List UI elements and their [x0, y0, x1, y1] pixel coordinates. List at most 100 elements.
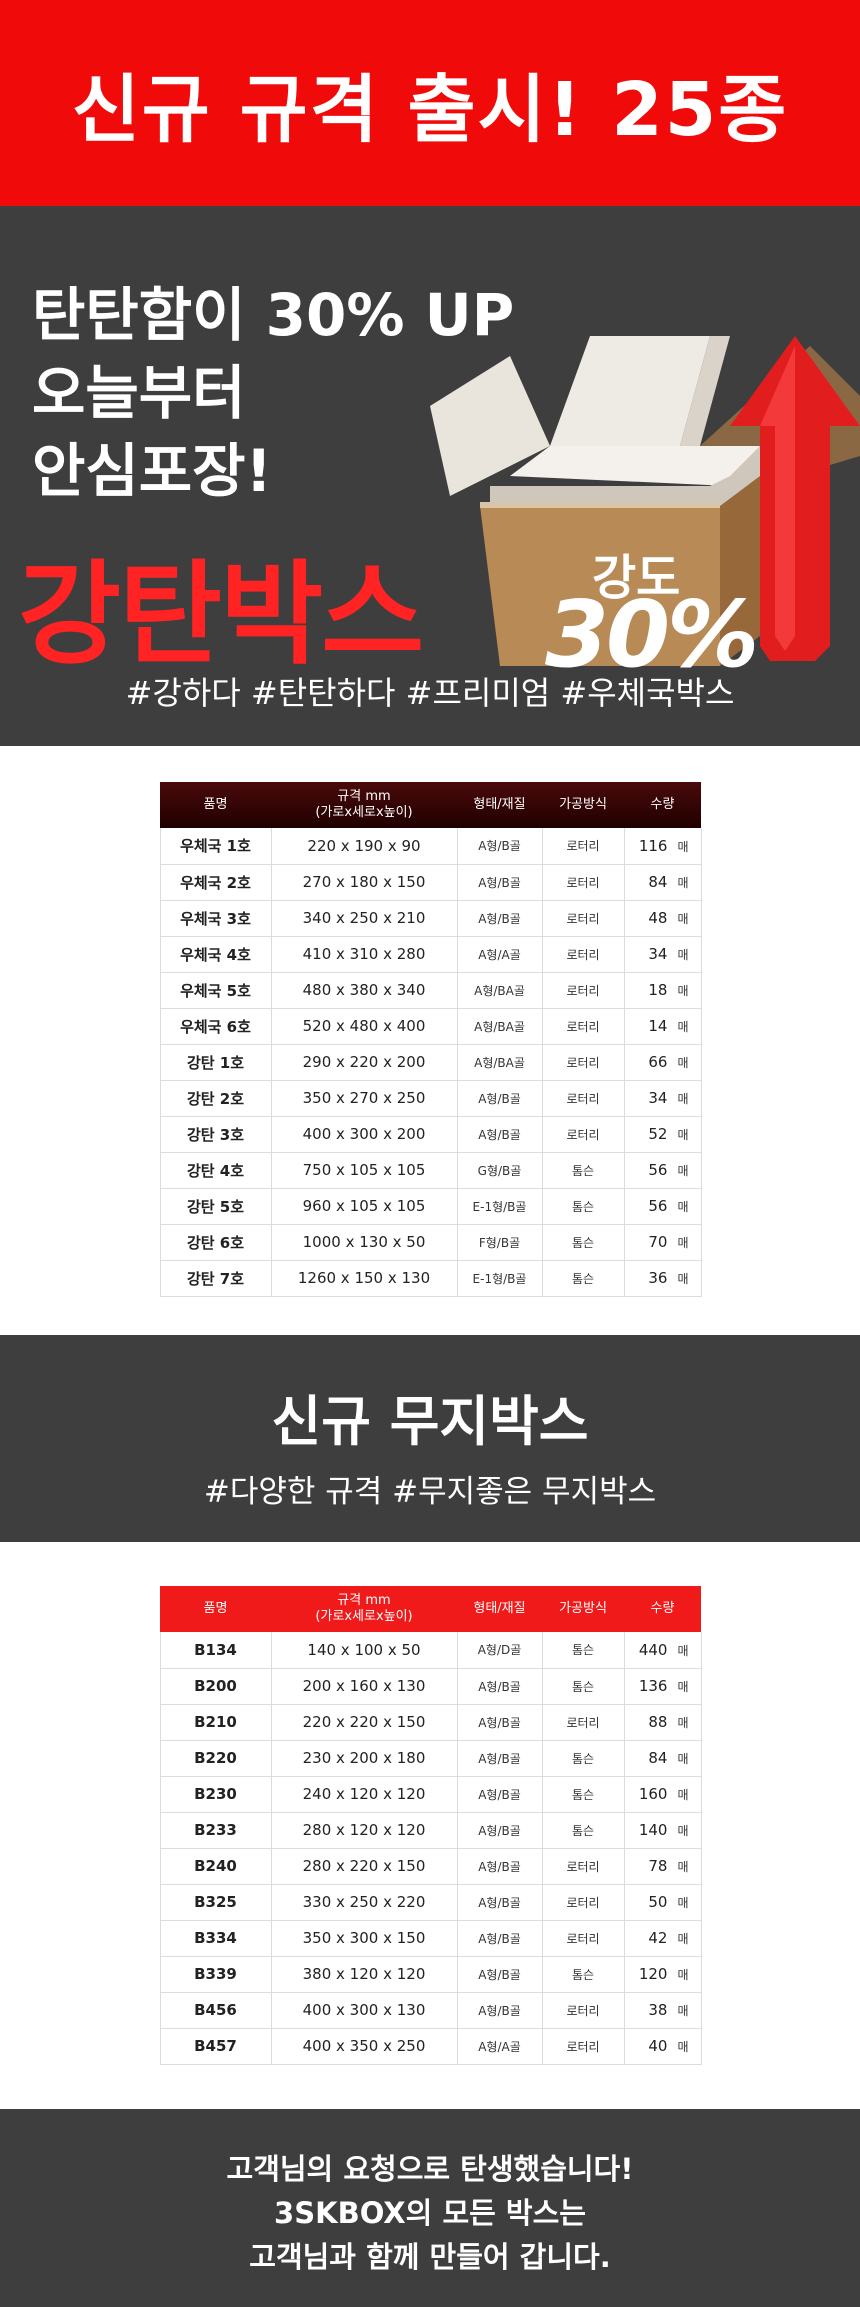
- cell-qty: 84 매: [624, 864, 702, 901]
- cell-name: 우체국 6호: [159, 1008, 272, 1045]
- cell-qty: 48 매: [624, 900, 702, 937]
- cell-type: A형/B골: [457, 900, 543, 937]
- cell-size: 230 x 200 x 180: [271, 1740, 458, 1777]
- cell-qty: 18 매: [624, 972, 702, 1009]
- hero-hashtags: #강하다 #탄탄하다 #프리미엄 #우체국박스: [125, 674, 735, 712]
- cell-size: 220 x 220 x 150: [271, 1704, 458, 1741]
- plain-box-hashtags: #다양한 규격 #무지좋은 무지박스: [203, 1474, 657, 1510]
- qty-value: 38: [648, 2001, 668, 2019]
- table-row: B134 140 x 100 x 50 A형/D골 톰슨 440 매: [159, 1632, 702, 1669]
- hero-line-2: 오늘부터: [32, 359, 246, 427]
- plain-box-table: 품명 규격 mm (가로x세로x높이) 형태/재질 가공방식 수량 B134 140…: [159, 1586, 702, 2065]
- cell-type: A형/B골: [457, 1740, 543, 1777]
- cell-method: 로터리: [542, 1920, 625, 1957]
- cell-qty: 78 매: [624, 1848, 702, 1885]
- cell-type: A형/B골: [457, 1704, 543, 1741]
- col-header-qty: 수량: [624, 782, 701, 828]
- qty-value: 14: [648, 1017, 668, 1035]
- cell-method: 로터리: [542, 1992, 625, 2029]
- plain-box-table-section: 품명 규격 mm (가로x세로x높이) 형태/재질 가공방식 수량 B134 140…: [0, 1542, 860, 2109]
- cell-size: 750 x 105 x 105: [271, 1152, 458, 1189]
- qty-value: 50: [648, 1893, 668, 1911]
- footer-section: 고객님의 요청으로 탄생했습니다! 3SKBOX의 모든 박스는 고객님과 함께…: [0, 2109, 860, 2307]
- table-row: 강탄 5호 960 x 105 x 105 E-1형/B골 톰슨 56 매: [159, 1188, 702, 1225]
- qty-value: 34: [648, 1089, 668, 1107]
- cell-type: A형/B골: [457, 1956, 543, 1993]
- qty-unit: 매: [677, 1200, 689, 1214]
- cell-name: B325: [159, 1884, 272, 1921]
- cell-size: 340 x 250 x 210: [271, 900, 458, 937]
- cell-qty: 84 매: [624, 1740, 702, 1777]
- table-row: B240 280 x 220 x 150 A형/B골 로터리 78 매: [159, 1848, 702, 1885]
- cell-method: 톰슨: [542, 1668, 625, 1705]
- cell-qty: 14 매: [624, 1008, 702, 1045]
- cell-qty: 38 매: [624, 1992, 702, 2029]
- qty-unit: 매: [677, 1020, 689, 1034]
- plain-box-title: 신규 무지박스: [271, 1390, 589, 1453]
- cell-qty: 70 매: [624, 1224, 702, 1261]
- cell-name: B240: [159, 1848, 272, 1885]
- cell-name: 강탄 3호: [159, 1116, 272, 1153]
- qty-unit: 매: [677, 1092, 689, 1106]
- cell-method: 로터리: [542, 1704, 625, 1741]
- cell-size: 480 x 380 x 340: [271, 972, 458, 1009]
- qty-unit: 매: [677, 1824, 689, 1838]
- col-header-type: 형태/재질: [457, 782, 542, 828]
- table-header-row: 품명 규격 mm (가로x세로x높이) 형태/재질 가공방식 수량: [160, 1586, 701, 1632]
- qty-value: 116: [638, 836, 668, 855]
- hero-line-3: 안심포장!: [32, 437, 272, 505]
- qty-unit: 매: [677, 1236, 689, 1250]
- product-name: 강탄박스: [18, 550, 424, 680]
- qty-value: 36: [648, 1269, 668, 1287]
- qty-unit: 매: [677, 1128, 689, 1142]
- cell-type: A형/BA골: [457, 972, 543, 1009]
- cell-name: 강탄 2호: [159, 1080, 272, 1117]
- strong-box-table-section: 품명 규격 mm (가로x세로x높이) 형태/재질 가공방식 수량 우체국 1호 2…: [0, 746, 860, 1335]
- cell-method: 톰슨: [542, 1260, 625, 1297]
- cell-name: B334: [159, 1920, 272, 1957]
- cell-qty: 40 매: [624, 2028, 702, 2065]
- cell-qty: 116 매: [624, 828, 702, 865]
- cell-name: 우체국 3호: [159, 900, 272, 937]
- cell-size: 280 x 220 x 150: [271, 1848, 458, 1885]
- qty-value: 34: [648, 945, 668, 963]
- table-row: B200 200 x 160 x 130 A형/B골 톰슨 136 매: [159, 1668, 702, 1705]
- qty-value: 56: [648, 1161, 668, 1179]
- cell-size: 240 x 120 x 120: [271, 1776, 458, 1813]
- qty-value: 120: [638, 1965, 668, 1983]
- cell-qty: 50 매: [624, 1884, 702, 1921]
- cell-qty: 66 매: [624, 1044, 702, 1081]
- cell-name: B134: [159, 1632, 272, 1669]
- qty-unit: 매: [677, 1968, 689, 1982]
- qty-value: 160: [638, 1785, 668, 1803]
- footer-line-3: 고객님과 함께 만들어 갑니다.: [249, 2240, 611, 2274]
- table-row: 강탄 1호 290 x 220 x 200 A형/BA골 로터리 66 매: [159, 1044, 702, 1081]
- cell-method: 톰슨: [542, 1956, 625, 1993]
- qty-unit: 매: [677, 2040, 689, 2054]
- table-row: 강탄 3호 400 x 300 x 200 A형/B골 로터리 52 매: [159, 1116, 702, 1153]
- cell-type: A형/B골: [457, 828, 543, 865]
- qty-unit: 매: [677, 1056, 689, 1070]
- cell-method: 로터리: [542, 864, 625, 901]
- qty-unit: 매: [677, 1932, 689, 1946]
- cell-qty: 42 매: [624, 1920, 702, 1957]
- cell-type: A형/B골: [457, 1884, 543, 1921]
- cell-size: 350 x 300 x 150: [271, 1920, 458, 1957]
- cell-size: 140 x 100 x 50: [271, 1632, 458, 1669]
- cell-method: 로터리: [542, 828, 625, 865]
- qty-unit: 매: [677, 876, 689, 890]
- table-row: 강탄 6호 1000 x 130 x 50 F형/B골 톰슨 70 매: [159, 1224, 702, 1261]
- table-row: B334 350 x 300 x 150 A형/B골 로터리 42 매: [159, 1920, 702, 1957]
- qty-value: 140: [638, 1821, 668, 1839]
- cell-type: A형/BA골: [457, 1044, 543, 1081]
- cell-name: 강탄 5호: [159, 1188, 272, 1225]
- table-row: 우체국 5호 480 x 380 x 340 A형/BA골 로터리 18 매: [159, 972, 702, 1009]
- cell-size: 410 x 310 x 280: [271, 936, 458, 973]
- cardboard-box-illustration: [430, 336, 860, 666]
- qty-value: 56: [648, 1197, 668, 1215]
- cell-name: 강탄 7호: [159, 1260, 272, 1297]
- cell-name: 강탄 4호: [159, 1152, 272, 1189]
- cell-qty: 140 매: [624, 1812, 702, 1849]
- cell-type: A형/B골: [457, 1920, 543, 1957]
- cell-name: B457: [159, 2028, 272, 2065]
